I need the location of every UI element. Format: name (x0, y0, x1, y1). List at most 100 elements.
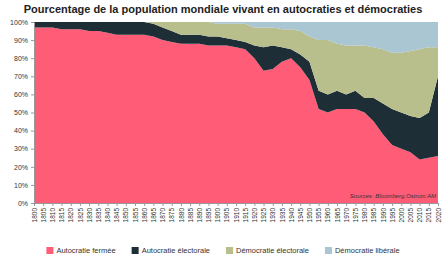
x-tick-label: 1845 (113, 208, 120, 223)
x-tick-label: 1975 (352, 208, 359, 223)
x-tick-group: 1945 (297, 203, 304, 222)
x-tick-group: 2010 (416, 203, 423, 222)
x-tick-label: 1960 (324, 208, 331, 223)
x-tick-group: 1830 (86, 203, 93, 222)
x-tick-label: 1900 (214, 208, 221, 223)
y-tick (31, 203, 34, 204)
x-tick-group: 2000 (398, 203, 405, 222)
x-tick-label: 2020 (435, 208, 442, 223)
x-tick (309, 203, 310, 206)
x-tick-label: 1970 (343, 208, 350, 223)
x-tick (438, 203, 439, 206)
x-tick (144, 203, 145, 206)
x-tick (328, 203, 329, 206)
x-tick-label: 1965 (334, 208, 341, 223)
chart: Pourcentage de la population mondiale vi… (0, 0, 446, 263)
y-tick-label: 10% (14, 182, 28, 189)
x-tick-label: 1995 (389, 208, 396, 223)
x-tick-group: 1960 (324, 203, 331, 222)
x-tick-label: 1805 (40, 208, 47, 223)
x-tick-group: 1965 (334, 203, 341, 222)
x-tick-label: 1860 (141, 208, 148, 223)
areas (34, 22, 438, 203)
x-tick-group: 1915 (242, 203, 249, 222)
x-tick-group: 2005 (407, 203, 414, 222)
x-tick-label: 1915 (242, 208, 249, 223)
y-tick-label: 40% (14, 127, 28, 134)
x-tick (254, 203, 255, 206)
x-tick-label: 1895 (205, 208, 212, 223)
legend-item: Démocratie électorale (226, 246, 309, 255)
x-tick-group: 1990 (379, 203, 386, 222)
y-tick (31, 58, 34, 59)
x-tick-group: 1885 (187, 203, 194, 222)
x-tick-group: 1845 (113, 203, 120, 222)
x-tick-group: 1820 (67, 203, 74, 222)
x-tick (420, 203, 421, 206)
x-tick (34, 203, 35, 206)
y-tick-group: 30% (14, 145, 34, 152)
x-tick (172, 203, 173, 206)
x-tick (401, 203, 402, 206)
y-tick-group: 60% (14, 91, 34, 98)
y-axis-line (31, 23, 35, 204)
x-tick-label: 1935 (278, 208, 285, 223)
x-tick (80, 203, 81, 206)
x-tick-label: 1930 (269, 208, 276, 223)
x-tick-group: 1850 (122, 203, 129, 222)
x-tick-group: 1920 (251, 203, 258, 222)
x-tick (291, 203, 292, 206)
x-tick (199, 203, 200, 206)
x-tick (89, 203, 90, 206)
x-axis: 1800180518101815182018251830183518401845… (31, 203, 442, 222)
x-tick-label: 1825 (76, 208, 83, 223)
legend-item: Autocratie électorale (132, 246, 210, 255)
area-1 (34, 22, 438, 160)
x-tick (71, 203, 72, 206)
y-tick (31, 113, 34, 114)
x-tick (337, 203, 338, 206)
y-tick (31, 131, 34, 132)
y-tick (31, 149, 34, 150)
y-tick-group: 100% (10, 19, 34, 26)
x-tick (282, 203, 283, 206)
x-tick (43, 203, 44, 206)
legend-item: Autocratie fermée (46, 246, 115, 255)
x-tick (319, 203, 320, 206)
x-tick-group: 1995 (389, 203, 396, 222)
x-tick-group: 1970 (343, 203, 350, 222)
x-tick-group: 1840 (104, 203, 111, 222)
x-tick-group: 1975 (352, 203, 359, 222)
y-tick-label: 30% (14, 145, 28, 152)
x-tick-label: 1800 (31, 208, 38, 223)
legend-swatch (132, 247, 139, 254)
x-tick (62, 203, 63, 206)
x-tick-label: 2015 (425, 208, 432, 223)
y-tick-group: 40% (14, 127, 34, 134)
x-tick (392, 203, 393, 206)
y-tick-group: 70% (14, 73, 34, 80)
x-tick-label: 1950 (306, 208, 313, 223)
area-3 (34, 22, 438, 53)
y-tick-group: 80% (14, 55, 34, 62)
y-tick-label: 70% (14, 73, 28, 80)
x-tick-group: 1810 (49, 203, 56, 222)
x-tick-label: 2005 (407, 208, 414, 223)
x-tick (374, 203, 375, 206)
legend-swatch (325, 247, 332, 254)
x-tick-label: 1810 (49, 208, 56, 223)
x-tick-group: 1940 (288, 203, 295, 222)
x-tick-group: 1950 (306, 203, 313, 222)
x-tick-group: 1835 (95, 203, 102, 222)
y-tick (31, 94, 34, 95)
x-tick-group: 1870 (159, 203, 166, 222)
y-tick-group: 50% (14, 109, 34, 116)
y-tick-group: 20% (14, 164, 34, 171)
y-tick-group: 0% (18, 200, 34, 207)
x-tick-group: 2015 (425, 203, 432, 222)
x-tick-label: 1830 (86, 208, 93, 223)
x-tick-label: 1835 (95, 208, 102, 223)
x-tick-group: 1895 (205, 203, 212, 222)
legend-label: Autocratie électorale (142, 246, 210, 255)
x-tick-label: 1880 (177, 208, 184, 223)
